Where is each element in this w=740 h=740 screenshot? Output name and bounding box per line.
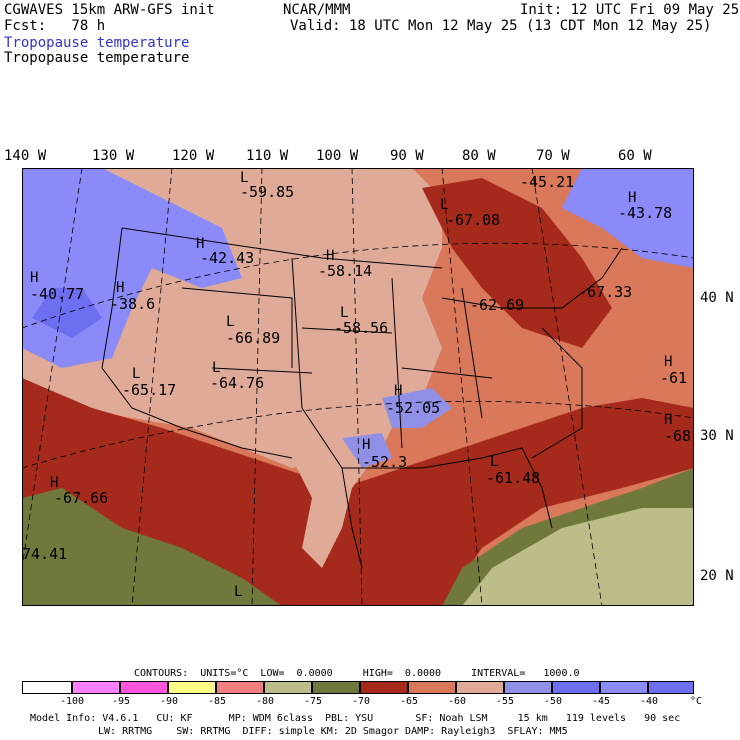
extremum-type: H: [394, 383, 403, 399]
colorbar-swatch: [600, 681, 648, 694]
extremum-type: L: [440, 197, 449, 213]
tropopause-temperature-map: [22, 168, 694, 606]
lon-label: 110 W: [246, 148, 289, 164]
valid-time: Valid: 18 UTC Mon 12 May 25 (13 CDT Mon …: [290, 18, 712, 34]
model-title: CGWAVES 15km ARW-GFS init: [4, 2, 215, 18]
model-info-line2: LW: RRTMG SW: RRTMG DIFF: simple KM: 2D …: [98, 726, 568, 737]
lon-label: 100 W: [316, 148, 359, 164]
colorbar-swatch: [72, 681, 120, 694]
lat-label: 20 N: [700, 568, 734, 584]
colorbar-label: -60: [448, 696, 467, 707]
extremum-type: L: [212, 360, 221, 376]
lon-label: 60 W: [618, 148, 652, 164]
extremum-value: -40.77: [30, 285, 85, 303]
lon-label: 70 W: [536, 148, 570, 164]
contours-info: CONTOURS: UNITS=°C LOW= 0.0000 HIGH= 0.0…: [134, 668, 580, 679]
colorbar-swatch: [264, 681, 312, 694]
extremum-value: -43.78: [618, 204, 673, 222]
colorbar-label: -55: [496, 696, 515, 707]
extremum-value: -67.66: [54, 489, 109, 507]
init-time: Init: 12 UTC Fri 09 May 25: [520, 2, 740, 18]
extremum-value: -61.48: [486, 469, 541, 487]
field-title: Tropopause temperature: [4, 50, 190, 66]
colorbar-swatch: [312, 681, 360, 694]
extremum-type: H: [30, 270, 39, 286]
extremum-value: -38.6: [110, 295, 156, 313]
colorbar-swatch: [456, 681, 504, 694]
extremum-type: L: [490, 454, 499, 470]
extremum-type: L: [340, 305, 349, 321]
colorbar-label: -95: [112, 696, 131, 707]
extremum-value: -61: [660, 369, 688, 387]
lat-label: 30 N: [700, 428, 734, 444]
lon-label: 130 W: [92, 148, 135, 164]
lon-label: 90 W: [390, 148, 424, 164]
extremum-value: -58.56: [334, 319, 389, 337]
extremum-type: H: [116, 280, 125, 296]
extremum-type: H: [196, 236, 205, 252]
extremum-type: L: [226, 314, 235, 330]
colorbar-swatch: [408, 681, 456, 694]
colorbar-swatch: [120, 681, 168, 694]
lon-label: 120 W: [172, 148, 215, 164]
model-info-line1: Model Info: V4.6.1 CU: KF MP: WDM 6class…: [30, 713, 681, 724]
colorbar-swatch: [22, 681, 72, 694]
colorbar-swatch: [648, 681, 694, 694]
colorbar-label: -80: [256, 696, 275, 707]
extremum-type: L: [240, 170, 249, 186]
extremum-type: H: [362, 437, 371, 453]
colorbar-swatch: [168, 681, 216, 694]
colorbar-label: -70: [352, 696, 371, 707]
extremum-value: -62.69: [470, 296, 525, 314]
colorbar-swatch: [504, 681, 552, 694]
extremum-value: -45.21: [520, 173, 575, 191]
lat-label: 40 N: [700, 290, 734, 306]
extremum-value: 74.41: [22, 545, 68, 563]
extremum-type: H: [628, 190, 637, 206]
extremum-value: -42.43: [200, 249, 255, 267]
extremum-value: -59.85: [240, 183, 295, 201]
extremum-type: L: [132, 366, 141, 382]
extremum-value: -66.89: [226, 329, 281, 347]
colorbar-swatch: [552, 681, 600, 694]
colorbar-swatch: [360, 681, 408, 694]
field-title-colored: Tropopause temperature: [4, 35, 190, 51]
extremum-value: -64.76: [210, 374, 265, 392]
extremum-value: -68: [664, 427, 692, 445]
colorbar-label: -90: [160, 696, 179, 707]
extremum-value: -52.3: [362, 453, 408, 471]
colorbar-label: -40: [640, 696, 659, 707]
colorbar-label: -50: [544, 696, 563, 707]
extremum-type: H: [664, 354, 673, 370]
colorbar-label: -75: [304, 696, 323, 707]
lon-label: 140 W: [4, 148, 47, 164]
extremum-value: -58.14: [318, 262, 373, 280]
forecast-hour: Fcst: 78 h: [4, 18, 106, 34]
colorbar-unit: °C: [690, 696, 703, 707]
colorbar-label: -45: [592, 696, 611, 707]
colorbar-label: -85: [208, 696, 227, 707]
colorbar-label: -100: [60, 696, 85, 707]
extremum-value: -67.33: [578, 283, 633, 301]
extremum-type: H: [50, 475, 59, 491]
extremum-value: -67.08: [446, 211, 501, 229]
extremum-type: H: [664, 412, 673, 428]
colorbar-swatch: [216, 681, 264, 694]
lon-label: 80 W: [462, 148, 496, 164]
extremum-type: H: [326, 248, 335, 264]
colorbar-label: -65: [400, 696, 419, 707]
extremum-value: -52.05: [386, 399, 441, 417]
organization: NCAR/MMM: [283, 2, 351, 18]
extremum-value: -65.17: [122, 381, 177, 399]
extremum-type: L: [234, 584, 243, 600]
